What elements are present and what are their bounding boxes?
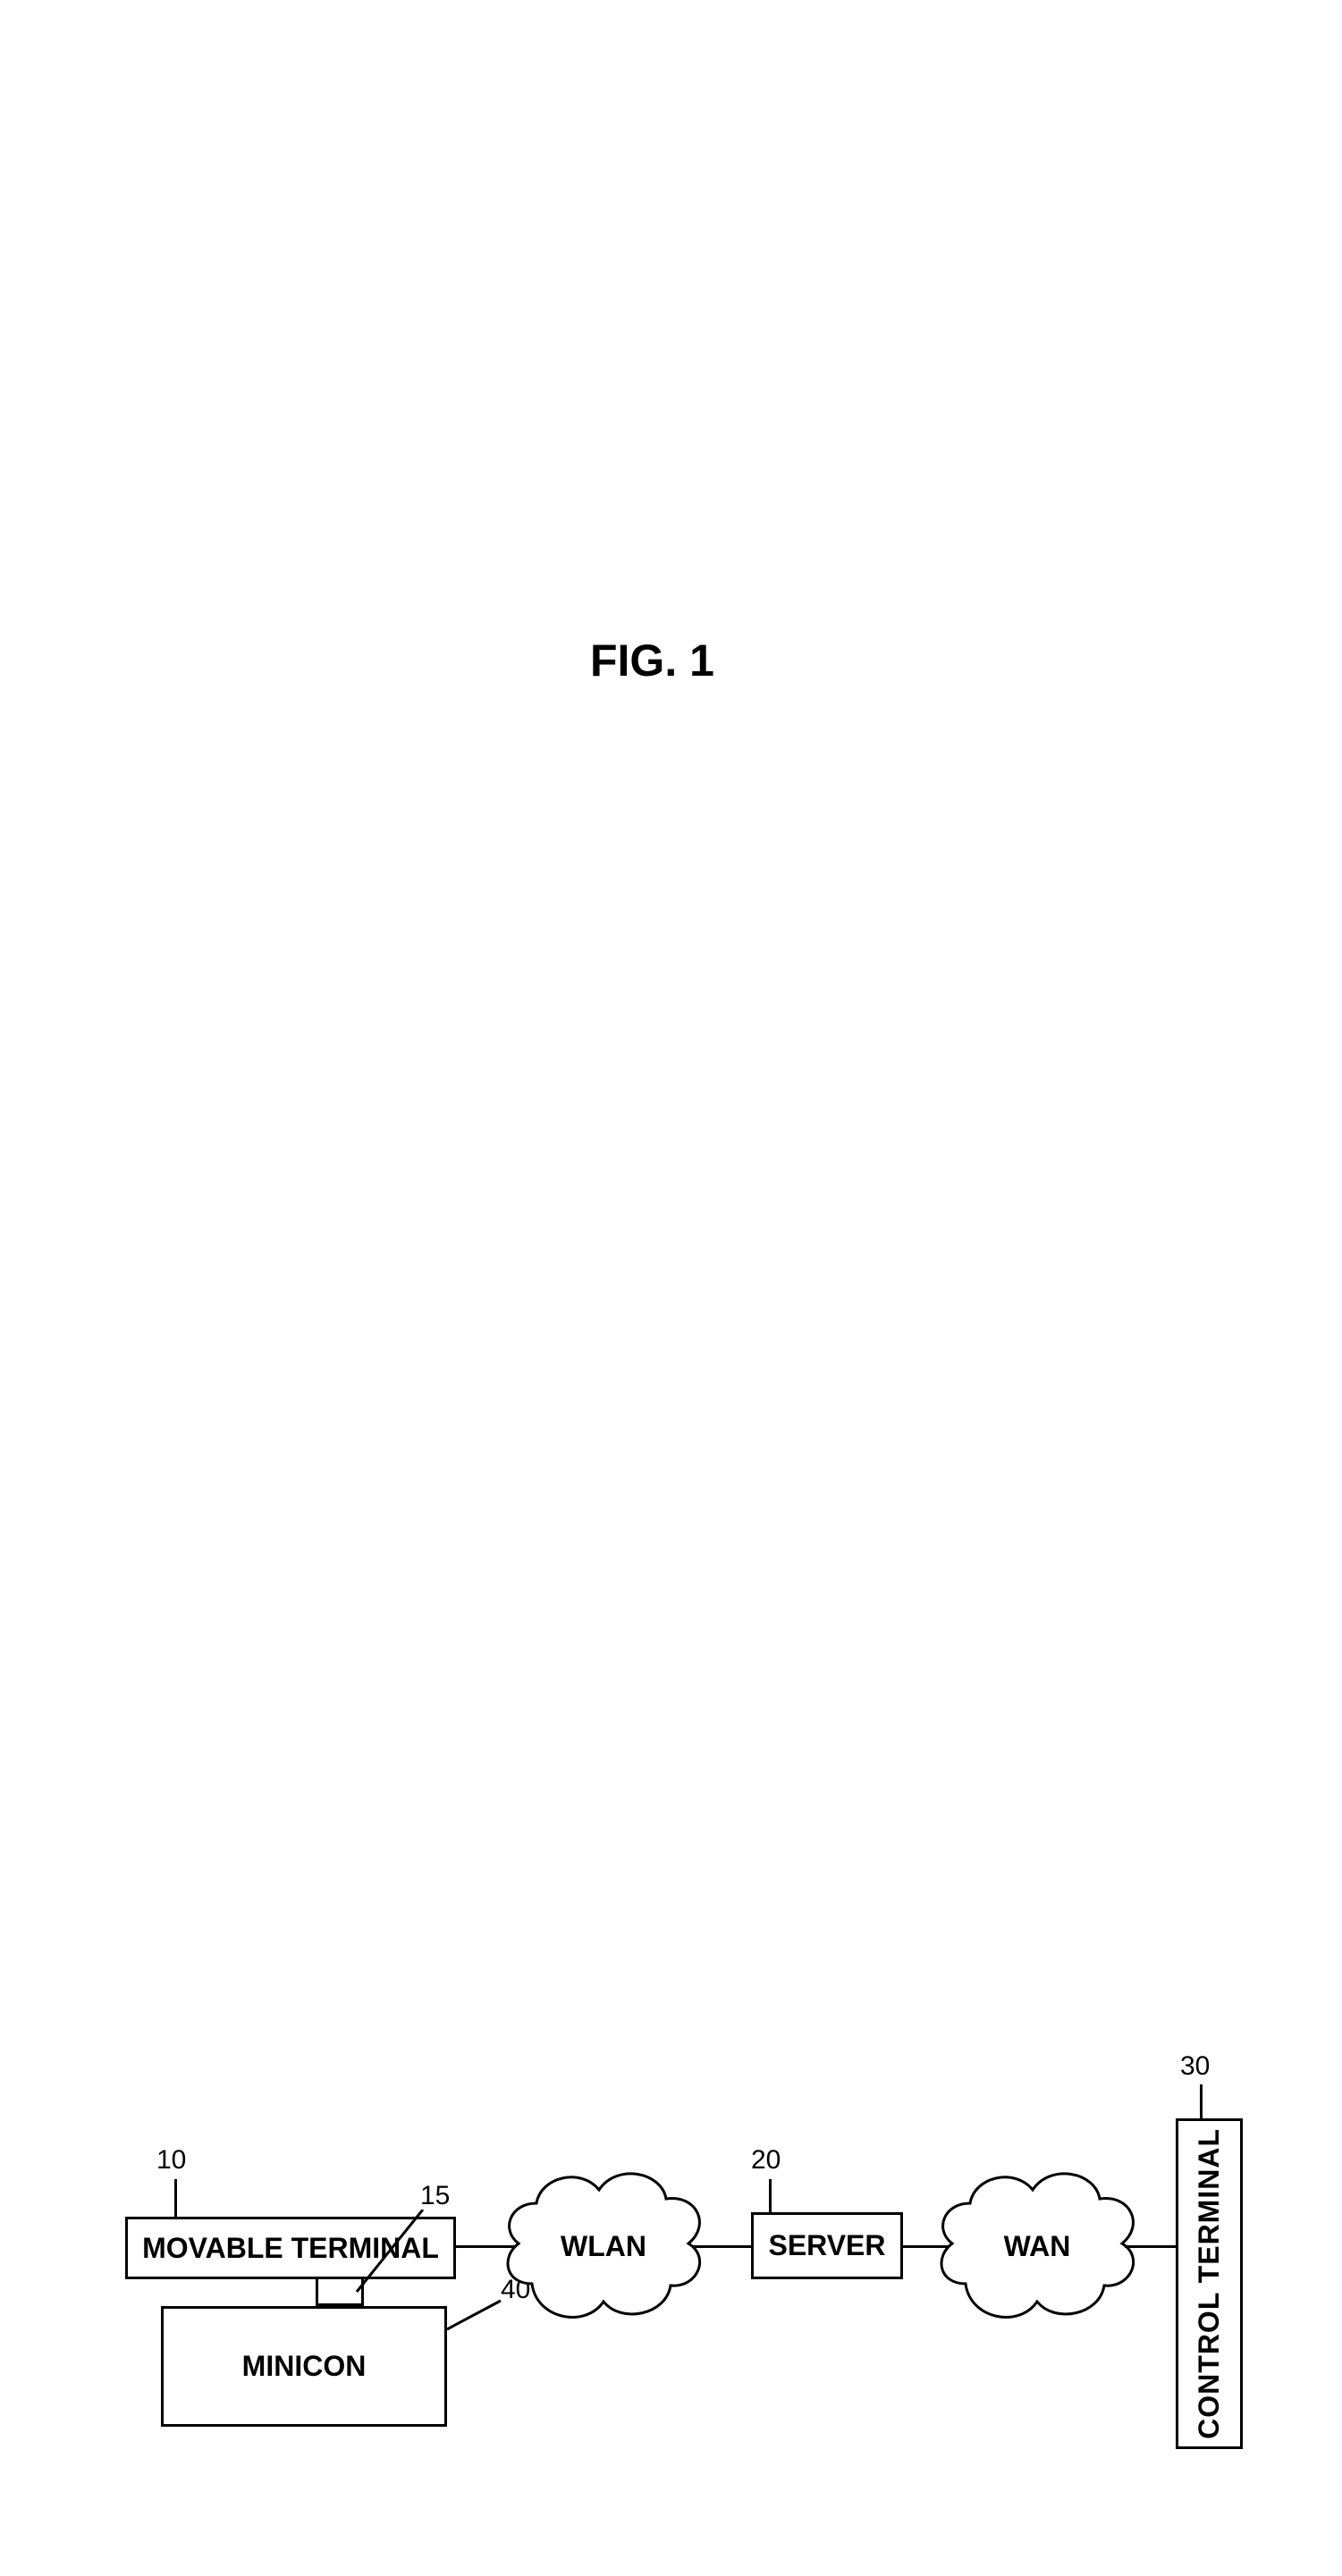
leader-20 [769, 2179, 772, 2212]
ref-30: 30 [1180, 2051, 1210, 2082]
page: FIG. 1 MOVABLE TERMINAL 10 15 MINICON 40 [0, 0, 1342, 2576]
node-control-terminal: CONTROL TERMINAL [1176, 2118, 1243, 2449]
node-wan-label: WAN [930, 2230, 1144, 2263]
node-control-terminal-label: CONTROL TERMINAL [1193, 2128, 1226, 2439]
edge-wlan-server [693, 2245, 751, 2248]
diagram: MOVABLE TERMINAL 10 15 MINICON 40 WLAN [0, 0, 1342, 2576]
node-wlan-label: WLAN [496, 2230, 711, 2263]
leader-10 [174, 2179, 177, 2217]
ref-10: 10 [156, 2145, 186, 2176]
leader-15 [353, 2210, 434, 2294]
node-wlan-cloud: WLAN [496, 2159, 711, 2333]
node-server-label: SERVER [768, 2229, 885, 2262]
ref-15: 15 [420, 2181, 450, 2211]
leader-30 [1200, 2084, 1203, 2118]
node-wan-cloud: WAN [930, 2159, 1144, 2333]
node-minicon-label: MINICON [242, 2350, 367, 2383]
edge-wan-control [1125, 2245, 1176, 2248]
ref-20: 20 [751, 2145, 781, 2176]
node-minicon: MINICON [161, 2306, 447, 2427]
node-server: SERVER [751, 2212, 903, 2279]
